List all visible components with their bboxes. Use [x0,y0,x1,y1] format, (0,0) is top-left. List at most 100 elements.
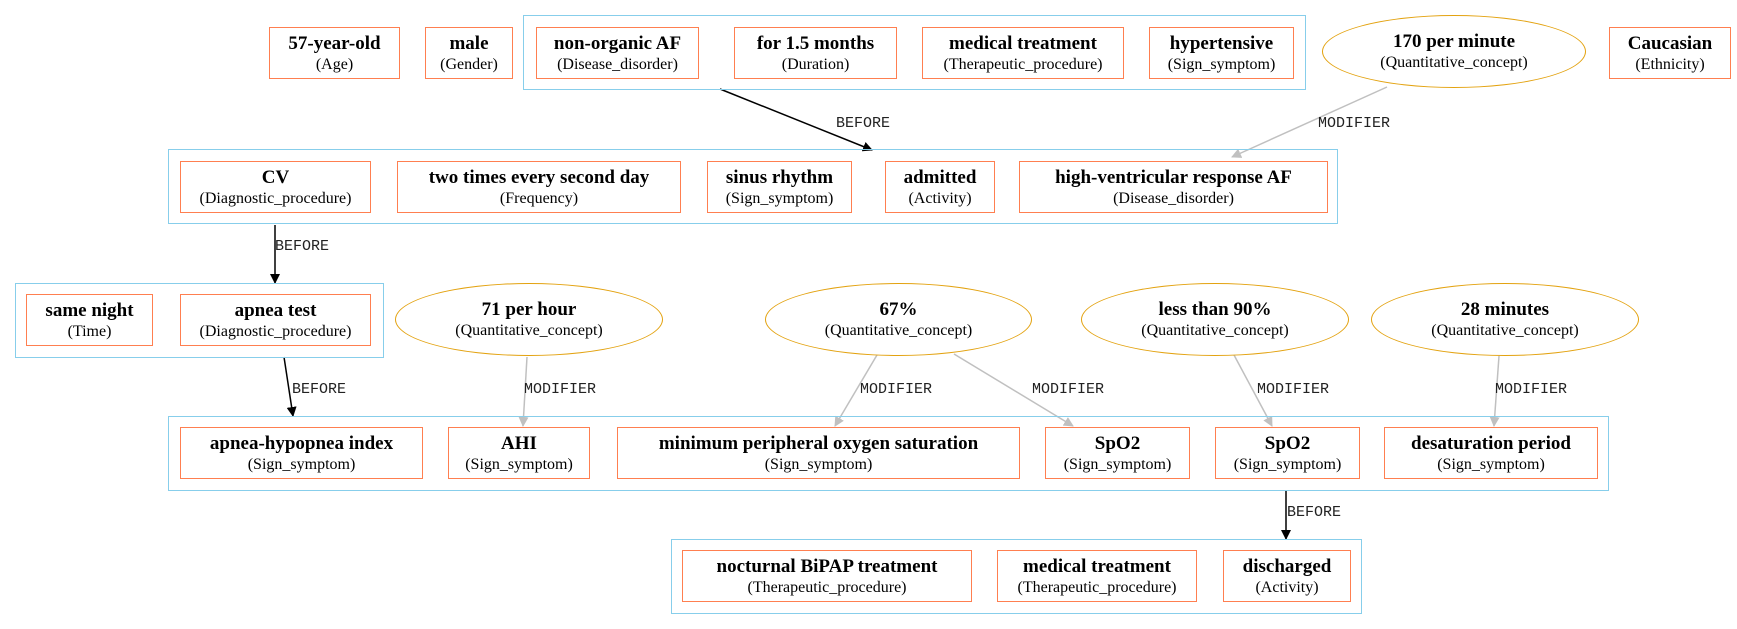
node-type: (Disease_disorder) [557,55,678,73]
node-label: 28 minutes [1460,299,1550,320]
node-label: 170 per minute [1392,31,1516,52]
node-type: (Activity) [908,189,972,207]
node-type: (Duration) [781,55,850,73]
entity-node-min-oxygen-saturation[interactable]: minimum peripheral oxygen saturation (Si… [617,427,1020,479]
entity-node-admitted[interactable]: admitted (Activity) [885,161,995,213]
entity-node-discharged[interactable]: discharged (Activity) [1223,550,1351,602]
node-type: (Sign_symptom) [465,455,573,473]
entity-node-desaturation-period[interactable]: desaturation period (Sign_symptom) [1384,427,1598,479]
node-type: (Quantitative_concept) [824,322,973,339]
node-label: 67% [879,299,918,320]
entity-node-spo2[interactable]: SpO2 (Sign_symptom) [1045,427,1190,479]
node-label: SpO2 [1094,432,1141,454]
node-label: non-organic AF [553,32,682,54]
node-type: (Therapeutic_procedure) [943,55,1103,73]
node-label: CV [261,166,290,188]
edge-label-before: BEFORE [275,238,330,255]
node-type: (Frequency) [499,189,579,207]
entity-node-medical-treatment[interactable]: medical treatment (Therapeutic_procedure… [922,27,1124,79]
entity-node-spo2[interactable]: SpO2 (Sign_symptom) [1215,427,1360,479]
node-type: (Sign_symptom) [1167,55,1276,73]
node-type: (Sign_symptom) [1437,455,1545,473]
quantity-node-28-minutes[interactable]: 28 minutes (Quantitative_concept) [1371,283,1639,356]
entity-node-ethnicity[interactable]: Caucasian (Ethnicity) [1609,27,1731,79]
node-label: desaturation period [1411,432,1571,454]
quantity-node-less-than-90[interactable]: less than 90% (Quantitative_concept) [1081,283,1349,356]
node-type: (Sign_symptom) [725,189,834,207]
entity-node-duration[interactable]: for 1.5 months (Duration) [734,27,897,79]
group-findings [168,416,1609,491]
node-label: SpO2 [1264,432,1311,454]
node-type: (Sign_symptom) [1063,455,1172,473]
entity-node-hypertensive[interactable]: hypertensive (Sign_symptom) [1149,27,1294,79]
entity-node-ahi[interactable]: AHI (Sign_symptom) [448,427,590,479]
edge-label-before: BEFORE [836,115,891,132]
quantity-node-170-per-minute[interactable]: 170 per minute (Quantitative_concept) [1322,15,1586,88]
node-label: hypertensive [1169,32,1274,54]
group-history [523,15,1306,90]
node-type: (Ethnicity) [1635,55,1705,73]
node-label: medical treatment [1023,555,1171,577]
edge-label-modifier: MODIFIER [1257,381,1330,398]
node-label: less than 90% [1158,299,1272,320]
edge-label-modifier: MODIFIER [1318,115,1391,132]
node-type: (Disease_disorder) [1113,189,1234,207]
entity-node-same-night[interactable]: same night (Time) [26,294,153,346]
node-type: (Diagnostic_procedure) [199,189,352,207]
edge-label-before: BEFORE [292,381,347,398]
edge-label-modifier: MODIFIER [1032,381,1105,398]
node-type: (Therapeutic_procedure) [747,578,907,596]
node-label: minimum peripheral oxygen saturation [658,432,979,454]
entity-node-high-ventricular-af[interactable]: high-ventricular response AF (Disease_di… [1019,161,1328,213]
node-label: Caucasian [1627,32,1713,54]
node-type: (Time) [67,322,112,340]
entity-node-gender[interactable]: male (Gender) [425,27,513,79]
quantity-node-71-per-hour[interactable]: 71 per hour (Quantitative_concept) [395,283,663,356]
node-type: (Activity) [1255,578,1319,596]
edge-170-to-hvr [1231,86,1388,158]
edge-67-to-spo2a [953,353,1074,427]
edge-28-to-desat [1489,355,1500,427]
group-apnea-test [15,283,384,358]
node-label: same night [45,299,134,321]
edge-label-modifier: MODIFIER [860,381,933,398]
node-type: (Age) [315,55,354,73]
entity-node-non-organic-af[interactable]: non-organic AF (Disease_disorder) [536,27,699,79]
node-type: (Sign_symptom) [247,455,356,473]
entity-node-apnea-test[interactable]: apnea test (Diagnostic_procedure) [180,294,371,346]
node-type: (Therapeutic_procedure) [1017,578,1177,596]
node-type: (Sign_symptom) [764,455,873,473]
entity-node-medical-treatment[interactable]: medical treatment (Therapeutic_procedure… [997,550,1197,602]
node-label: apnea test [234,299,317,321]
node-type: (Quantitative_concept) [1380,54,1528,71]
entity-node-sinus-rhythm[interactable]: sinus rhythm (Sign_symptom) [707,161,852,213]
edge-label-modifier: MODIFIER [524,381,597,398]
edge-label-before: BEFORE [1287,504,1342,521]
node-type: (Gender) [440,55,498,73]
node-label: AHI [501,432,537,454]
node-label: 71 per hour [481,299,577,320]
edge-67-to-minsat [834,354,878,427]
node-label: high-ventricular response AF [1055,166,1292,188]
entity-node-cv[interactable]: CV (Diagnostic_procedure) [180,161,371,213]
entity-node-apnea-hypopnea-index[interactable]: apnea-hypopnea index (Sign_symptom) [180,427,423,479]
group-discharge [671,539,1362,614]
node-label: sinus rhythm [725,166,834,188]
node-label: two times every second day [428,166,650,188]
quantity-node-67-percent[interactable]: 67% (Quantitative_concept) [765,283,1032,356]
node-type: (Diagnostic_procedure) [199,322,352,340]
edge-apnea-to-ahi-index [283,356,297,417]
node-label: nocturnal BiPAP treatment [716,555,938,577]
group-admission [168,149,1338,224]
entity-node-age[interactable]: 57-year-old (Age) [269,27,400,79]
node-label: 57-year-old [288,32,381,54]
entity-node-bipap-treatment[interactable]: nocturnal BiPAP treatment (Therapeutic_p… [682,550,972,602]
node-type: (Sign_symptom) [1233,455,1342,473]
node-type: (Quantitative_concept) [1431,322,1579,339]
node-label: admitted [903,166,977,188]
entity-node-frequency[interactable]: two times every second day (Frequency) [397,161,681,213]
node-type: (Quantitative_concept) [455,322,603,339]
node-label: medical treatment [949,32,1097,54]
